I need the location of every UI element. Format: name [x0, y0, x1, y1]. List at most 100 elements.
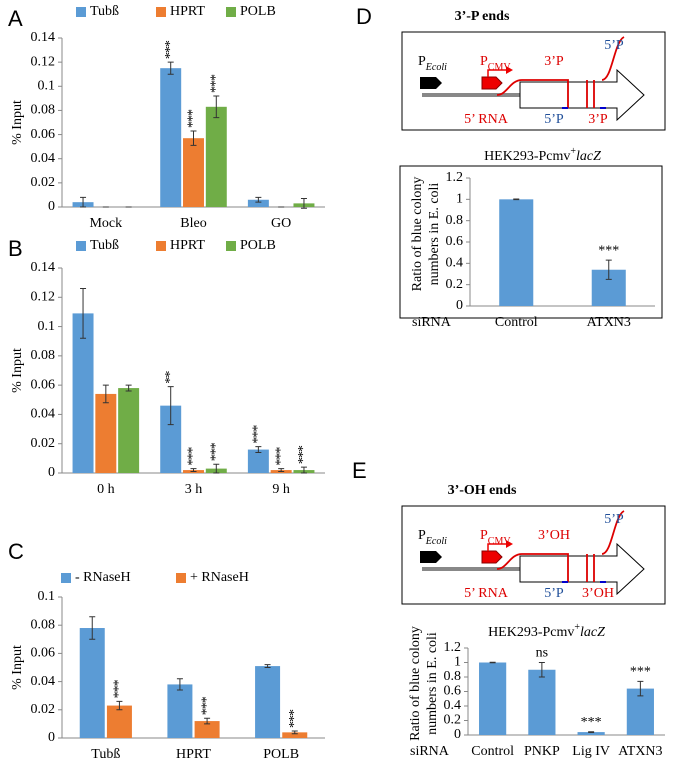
error-bar — [300, 466, 307, 474]
bar — [72, 313, 94, 473]
bar — [118, 388, 140, 473]
chart-frame — [399, 165, 663, 319]
y-tick-label: 1 — [454, 655, 461, 670]
diagram-frame — [401, 31, 666, 131]
y-tick-label: 0 — [48, 199, 55, 214]
x-tick-label: Mock — [89, 216, 122, 231]
legend-swatch — [156, 241, 166, 251]
bar — [205, 106, 227, 207]
diagram-label: 3’P — [588, 112, 608, 127]
significance-label: *** — [287, 709, 302, 728]
y-tick-label: 0.06 — [31, 646, 56, 661]
panel-label: D — [356, 4, 372, 29]
error-bar — [125, 384, 132, 392]
x-tick-label: ATXN3 — [587, 315, 631, 330]
y-tick-label: 0.08 — [31, 617, 56, 632]
y-tick-label: 0.08 — [31, 103, 56, 118]
title-part: + — [574, 622, 580, 633]
promoter-main: P — [480, 54, 488, 69]
y-tick-label: 0.2 — [446, 277, 464, 292]
bar — [95, 393, 117, 473]
bar — [79, 628, 105, 738]
x-tick-label: 3 h — [185, 482, 203, 497]
title-part: lacZ — [576, 149, 601, 164]
diagram-title: 3’-P ends — [455, 9, 510, 24]
promoter-main: P — [418, 54, 426, 69]
y-tick-label: 0.06 — [31, 127, 56, 142]
legend-label: POLB — [240, 238, 276, 253]
legend-swatch — [76, 7, 86, 17]
lacz-box — [519, 81, 569, 109]
promoter-label: PCMV — [480, 54, 511, 73]
error-bar — [80, 288, 87, 339]
x-tick-label: GO — [271, 216, 291, 231]
ecoli-promoter — [420, 551, 442, 563]
bar — [160, 405, 182, 473]
legend-swatch — [156, 7, 166, 17]
y-tick-label: 0.1 — [38, 79, 56, 94]
x-tick-label: Bleo — [180, 216, 206, 231]
title-part: HEK293-Pcmv — [484, 149, 570, 164]
promoter-sub: Ecoli — [425, 62, 447, 73]
error-bar — [167, 386, 174, 426]
y-tick-label: 0.02 — [31, 702, 56, 717]
significance-label: *** — [186, 109, 201, 128]
error-bar — [204, 717, 211, 725]
diagram-label: 5’P — [604, 38, 624, 53]
diagram-title: 3’-OH ends — [448, 483, 517, 498]
rna-strand — [496, 36, 625, 108]
bar — [282, 732, 308, 738]
error-bar — [89, 616, 96, 640]
diagram-label: 5’ RNA — [464, 586, 509, 601]
promoter-sub: CMV — [488, 62, 512, 73]
legend-label: - RNaseH — [75, 570, 131, 585]
y-tick-label: 0.6 — [444, 684, 462, 699]
error-bar — [278, 468, 285, 473]
panel-label: B — [8, 236, 23, 261]
bar — [499, 199, 534, 306]
error-bar — [190, 130, 197, 146]
diagram-label: 5’P — [544, 112, 564, 127]
y-axis-label: % Input — [10, 645, 25, 690]
promoter-main: P — [418, 528, 426, 543]
diagram-frame — [401, 505, 666, 605]
title-part: + — [570, 146, 576, 157]
chart-title: HEK293-Pcmv+lacZ — [484, 146, 601, 164]
error-bar — [213, 463, 220, 474]
significance-label: *** — [581, 715, 602, 730]
error-bar — [176, 678, 183, 691]
significance-label: *** — [296, 445, 311, 464]
x-tick-label: Control — [471, 744, 514, 759]
legend-label: HPRT — [170, 4, 205, 19]
legend-label: HPRT — [170, 238, 205, 253]
significance-label: *** — [209, 74, 224, 93]
y-axis-label: Ratio of blue colony — [408, 626, 423, 741]
x-tick-label: ATXN3 — [618, 744, 662, 759]
y-tick-label: 0.4 — [446, 256, 464, 271]
x-tick-label: HPRT — [176, 747, 211, 762]
y-tick-label: 0.02 — [31, 436, 56, 451]
cmv-promoter — [481, 76, 503, 90]
y-tick-label: 0.04 — [31, 407, 56, 422]
error-bar — [300, 198, 307, 209]
error-bar — [213, 95, 220, 119]
y-axis-label: numbers in E. coli — [425, 632, 440, 735]
legend-label: + RNaseH — [190, 570, 249, 585]
promoter-sub: Ecoli — [425, 536, 447, 547]
ecoli-promoter — [420, 77, 442, 89]
x-tick-label: POLB — [263, 747, 299, 762]
significance-label: *** — [112, 679, 127, 698]
bar — [183, 138, 204, 207]
y-tick-label: 0.2 — [444, 713, 462, 728]
y-tick-label: 1.2 — [446, 170, 464, 185]
legend-swatch — [61, 573, 71, 583]
error-bar — [264, 664, 271, 668]
diagram-label: 3’OH — [538, 528, 570, 543]
error-bar — [255, 446, 262, 453]
significance-label: ** — [163, 371, 178, 384]
panel-label: E — [352, 458, 367, 483]
promoter-main: P — [480, 528, 488, 543]
legend-label: Tubß — [90, 238, 119, 253]
error-bar — [190, 468, 197, 473]
y-tick-label: 0.8 — [444, 669, 462, 684]
